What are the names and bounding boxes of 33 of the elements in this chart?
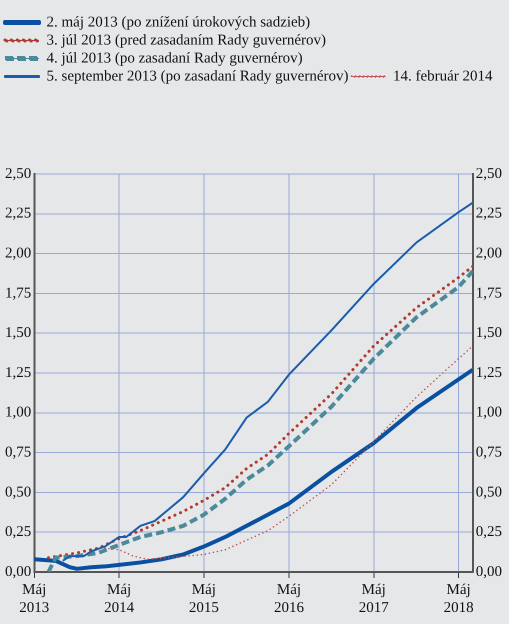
y-tick-label: 0,50 [5, 484, 32, 500]
y-tick-label: 0,75 [5, 444, 32, 461]
y-tick-label: 0,00 [5, 564, 32, 580]
y-tick-label: 0,25 [5, 524, 32, 540]
y-tick-label: 2,25 [5, 206, 32, 222]
y2-tick-label: 2,00 [476, 246, 502, 262]
y2-tick-label: 2,25 [476, 206, 502, 222]
y-tick-label: 2,50 [5, 166, 32, 182]
y2-tick-label: 0,00 [476, 564, 502, 580]
y2-tick-label: 1,25 [476, 364, 502, 381]
y-tick-label: 1,25 [5, 364, 32, 381]
y2-tick-label: 2,50 [476, 166, 502, 182]
x-tick-label: Máj 2017 [358, 582, 390, 616]
x-tick-label: Máj 2018 [444, 582, 474, 616]
legend-label: 4. júl 2013 (po zasadaní Rady guvernérov) [46, 50, 303, 66]
y-tick-label: 2,00 [5, 246, 32, 262]
y-tick-label: 1,75 [5, 285, 32, 302]
legend-label: 3. júl 2013 (pred zasadaním Rady guvernérov) [46, 32, 326, 48]
legend-label: 14. február 2014 [392, 68, 494, 84]
legend-label: 2. máj 2013 (po znížení úrokových sadzieb) [46, 14, 310, 30]
y2-tick-label: 1,50 [476, 325, 502, 342]
y2-tick-label: 0,75 [476, 444, 502, 461]
x-tick-label: Máj 2016 [274, 582, 304, 616]
y2-tick-label: 0,50 [476, 484, 502, 500]
x-tick-label: Máj 2013 [19, 582, 50, 616]
legend-label: 5. september 2013 (po zasadaní Rady guvernérov) [46, 68, 348, 84]
y2-tick-label: 1,00 [476, 404, 502, 421]
x-tick-label: Máj 2014 [104, 582, 135, 616]
x-tick-label: Máj 2015 [188, 582, 219, 616]
y-tick-label: 1,00 [5, 404, 32, 421]
y-tick-label: 1,50 [5, 325, 32, 342]
y2-tick-label: 1,75 [476, 285, 502, 302]
y2-tick-label: 0,25 [476, 524, 502, 540]
